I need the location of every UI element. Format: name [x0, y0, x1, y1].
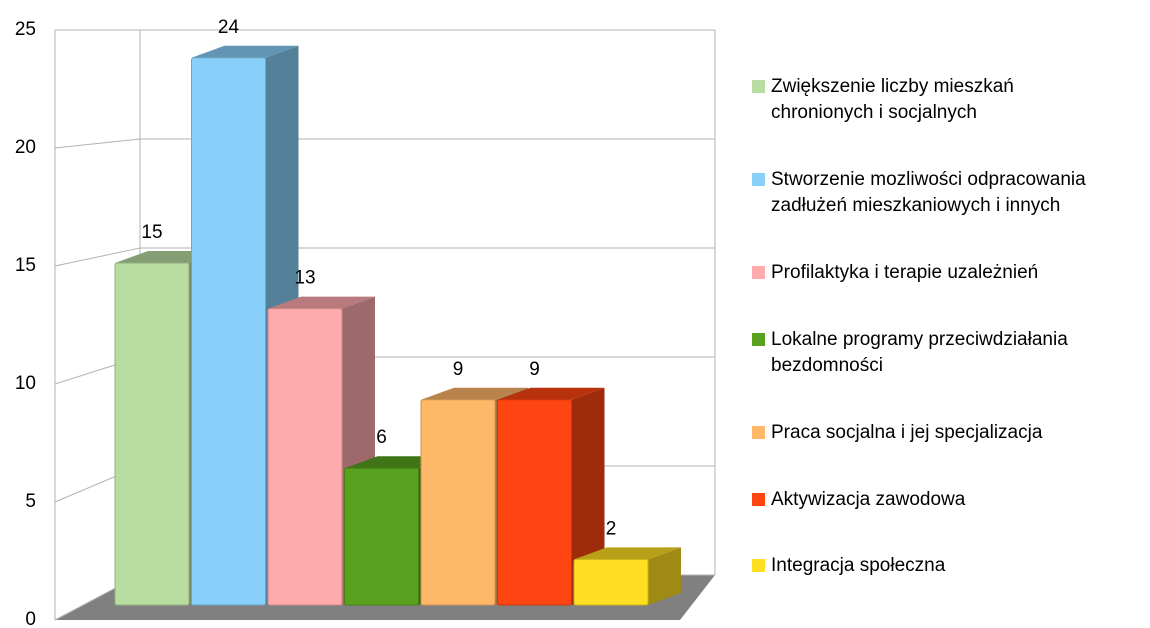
bar	[573, 558, 649, 606]
y-tick-label: 5	[25, 491, 36, 512]
legend-label: Praca socjalna i jej specjalizacja	[771, 422, 1043, 443]
legend-label: Stworzenie mozliwości odpracowania zadłu…	[771, 169, 1086, 216]
bar	[191, 57, 266, 606]
bar-top	[191, 45, 299, 58]
data-label: 6	[376, 427, 387, 448]
y-tick-label: 10	[15, 373, 36, 394]
data-label: 2	[606, 518, 617, 539]
legend-swatch	[752, 493, 765, 506]
grid-line	[54, 247, 715, 267]
y-tick-label: 0	[25, 609, 36, 628]
legend-swatch	[752, 559, 765, 572]
y-tick-label: 15	[15, 255, 36, 276]
bar	[267, 308, 343, 606]
legend-item: Integracja społeczna	[752, 553, 1132, 579]
bar	[114, 262, 190, 606]
legend-label: Profilaktyka i terapie uzależnień	[771, 262, 1039, 283]
data-label: 15	[141, 222, 162, 243]
legend-item: Praca socjalna i jej specjalizacja	[752, 420, 1132, 446]
legend-swatch	[752, 266, 765, 279]
bar-top	[574, 547, 681, 560]
bar-top	[421, 387, 528, 400]
data-label: 9	[529, 359, 540, 380]
bar-side	[571, 387, 605, 605]
legend-swatch	[752, 173, 765, 186]
legend-swatch	[752, 426, 765, 439]
legend-swatch	[752, 80, 765, 93]
grid-line	[54, 138, 715, 149]
bar-top	[268, 296, 375, 309]
y-tick-label: 25	[15, 19, 36, 40]
bar-side	[648, 547, 681, 605]
data-label: 9	[453, 359, 464, 380]
legend-item: Profilaktyka i terapie uzależnień	[752, 260, 1132, 286]
legend-label: Lokalne programy przeciwdziałania bezdom…	[771, 329, 1068, 376]
data-label: 24	[218, 17, 240, 38]
y-tick-label: 20	[15, 137, 36, 158]
legend-label: Zwiększenie liczby mieszkań chronionych …	[771, 76, 1014, 123]
bar	[497, 399, 572, 606]
legend-swatch	[752, 333, 765, 346]
legend-label: Integracja społeczna	[771, 555, 946, 576]
legend-item: Lokalne programy przeciwdziałania bezdom…	[752, 327, 1132, 379]
bar	[344, 467, 419, 606]
bar	[420, 399, 496, 606]
data-label: 13	[294, 268, 315, 289]
bar-top	[497, 387, 605, 400]
legend-item: Stworzenie mozliwości odpracowania zadłu…	[752, 167, 1132, 219]
legend-label: Aktywizacja zawodowa	[771, 489, 966, 510]
legend-item: Zwiększenie liczby mieszkań chronionych …	[752, 74, 1132, 126]
legend-item: Aktywizacja zawodowa	[752, 487, 1132, 513]
